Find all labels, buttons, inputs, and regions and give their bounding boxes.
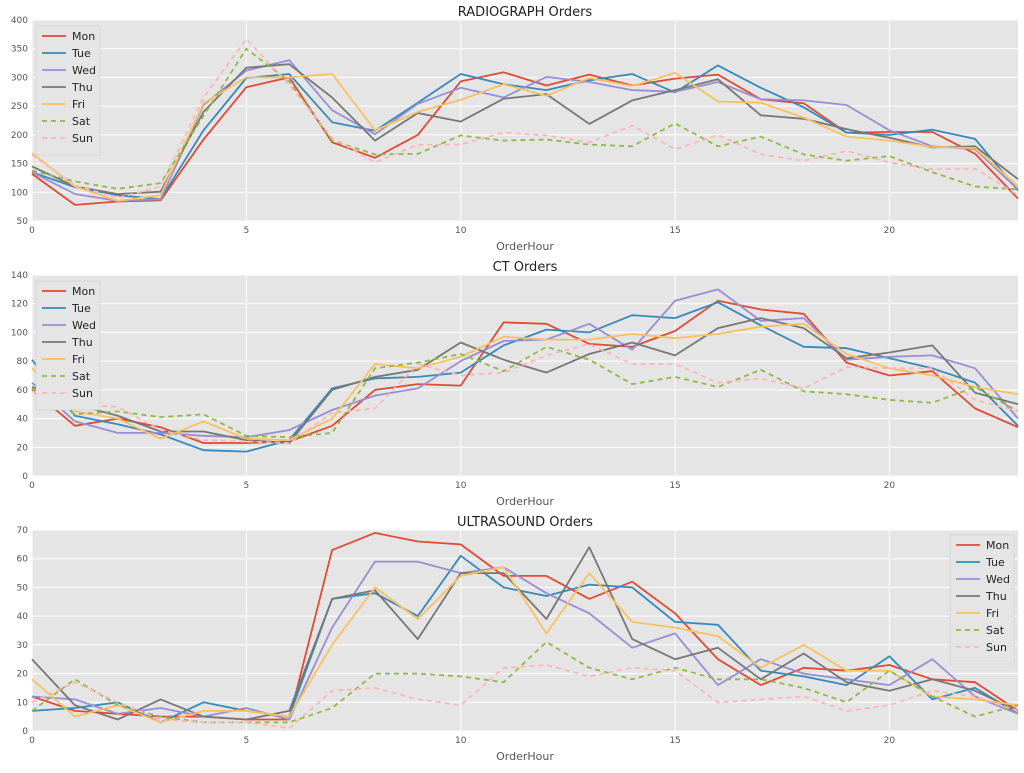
y-tick-label: 20: [17, 670, 29, 680]
y-tick-label: 30: [17, 641, 29, 651]
legend-label-sun: Sun: [72, 132, 93, 145]
legend-label-sat: Sat: [72, 370, 91, 383]
legend-label-fri: Fri: [72, 98, 85, 111]
series-line-sat: [31, 345, 1019, 439]
x-tick-label: 20: [884, 481, 896, 491]
x-axis-label: OrderHour: [496, 750, 554, 763]
legend-label-mon: Mon: [986, 539, 1009, 552]
legend-label-thu: Thu: [71, 336, 93, 349]
series-line-mon: [31, 299, 1019, 444]
legend-label-mon: Mon: [72, 30, 95, 43]
chart-title: CT Orders: [493, 260, 558, 275]
plot-area: [32, 530, 1018, 731]
legend-label-tue: Tue: [985, 556, 1005, 569]
legend-label-wed: Wed: [72, 64, 96, 77]
legend-label-wed: Wed: [72, 319, 96, 332]
y-tick-label: 60: [17, 386, 29, 396]
legend-box: [949, 534, 1015, 665]
y-tick-label: 70: [17, 526, 29, 536]
series-line-fri: [31, 566, 1019, 724]
y-tick-label: 300: [11, 73, 28, 83]
x-tick-label: 10: [455, 736, 467, 746]
chart-title: RADIOGRAPH Orders: [458, 5, 593, 20]
x-tick-label: 5: [243, 481, 249, 491]
chart-panel-1: 50 100 150 200 250 300 350 400 0 5 10 15 20 RADIOGRAP…: [11, 5, 1019, 253]
y-tick-label: 40: [17, 415, 29, 425]
y-tick-label: 100: [11, 188, 28, 198]
y-tick-label: 0: [22, 472, 28, 482]
x-axis-label: OrderHour: [496, 240, 554, 253]
y-tick-label: 150: [11, 160, 28, 170]
y-tick-label: 100: [11, 328, 28, 338]
x-axis-label: OrderHour: [496, 495, 554, 508]
y-tick-label: 50: [17, 583, 29, 593]
legend-label-fri: Fri: [72, 353, 85, 366]
plot-area: [32, 20, 1018, 221]
legend-label-sat: Sat: [986, 624, 1005, 637]
chart-panel-2: 0 20 40 60 80 100 120 140 0 5 10 15 20 CT Orders Order…: [11, 260, 1019, 508]
plot-area: [32, 275, 1018, 476]
y-tick-label: 120: [11, 300, 28, 310]
series-line-mon: [31, 532, 1019, 721]
series-line-wed: [31, 560, 1019, 721]
legend: Mon Tue Wed Thu Fri Sat Sun: [35, 25, 101, 156]
x-tick-label: 5: [243, 736, 249, 746]
series-line-sat: [31, 47, 1019, 191]
y-tick-label: 140: [11, 271, 28, 281]
y-tick-label: 50: [17, 217, 29, 227]
series-line-sat: [31, 641, 1019, 724]
legend-box: [35, 280, 101, 411]
y-tick-label: 60: [17, 555, 29, 565]
x-tick-label: 5: [243, 226, 249, 236]
y-tick-label: 350: [11, 45, 28, 55]
y-tick-label: 250: [11, 102, 28, 112]
legend-label-tue: Tue: [71, 302, 91, 315]
x-tick-label: 0: [29, 226, 35, 236]
series-line-thu: [31, 63, 1019, 195]
x-tick-label: 15: [669, 226, 680, 236]
y-tick-label: 10: [17, 698, 29, 708]
y-tick-label: 200: [11, 131, 28, 141]
legend: Mon Tue Wed Thu Fri Sat Sun: [949, 534, 1015, 665]
legend-label-sat: Sat: [72, 115, 91, 128]
x-tick-label: 10: [455, 481, 467, 491]
series-line-wed: [31, 288, 1019, 439]
legend-label-sun: Sun: [72, 387, 93, 400]
y-tick-label: 400: [11, 16, 28, 26]
legend-label-tue: Tue: [71, 47, 91, 60]
x-tick-label: 0: [29, 736, 35, 746]
series-line-fri: [31, 322, 1019, 442]
series-line-fri: [31, 71, 1019, 202]
chart-title: ULTRASOUND Orders: [457, 515, 593, 530]
legend-box: [35, 25, 101, 156]
x-tick-label: 20: [884, 736, 896, 746]
legend-label-thu: Thu: [985, 590, 1007, 603]
series-line-sun: [31, 38, 1019, 199]
series-line-thu: [31, 317, 1019, 444]
legend-label-sun: Sun: [986, 641, 1007, 654]
series-line-sun: [31, 342, 1019, 444]
series-line-sun: [31, 664, 1019, 729]
y-tick-label: 20: [17, 443, 29, 453]
legend-label-fri: Fri: [986, 607, 999, 620]
legend-label-thu: Thu: [71, 81, 93, 94]
y-tick-label: 80: [17, 357, 29, 367]
chart-panel-3: 0 10 20 30 40 50 60 70 0 5 10 15 20 ULTRASOUND Orders…: [17, 515, 1019, 763]
x-tick-label: 10: [455, 226, 467, 236]
x-tick-label: 0: [29, 481, 35, 491]
y-tick-label: 40: [17, 612, 29, 622]
legend-label-wed: Wed: [986, 573, 1010, 586]
x-tick-label: 15: [669, 736, 680, 746]
legend-label-mon: Mon: [72, 285, 95, 298]
y-tick-label: 0: [22, 727, 28, 737]
x-tick-label: 20: [884, 226, 896, 236]
x-tick-label: 15: [669, 481, 680, 491]
legend: Mon Tue Wed Thu Fri Sat Sun: [35, 280, 101, 411]
